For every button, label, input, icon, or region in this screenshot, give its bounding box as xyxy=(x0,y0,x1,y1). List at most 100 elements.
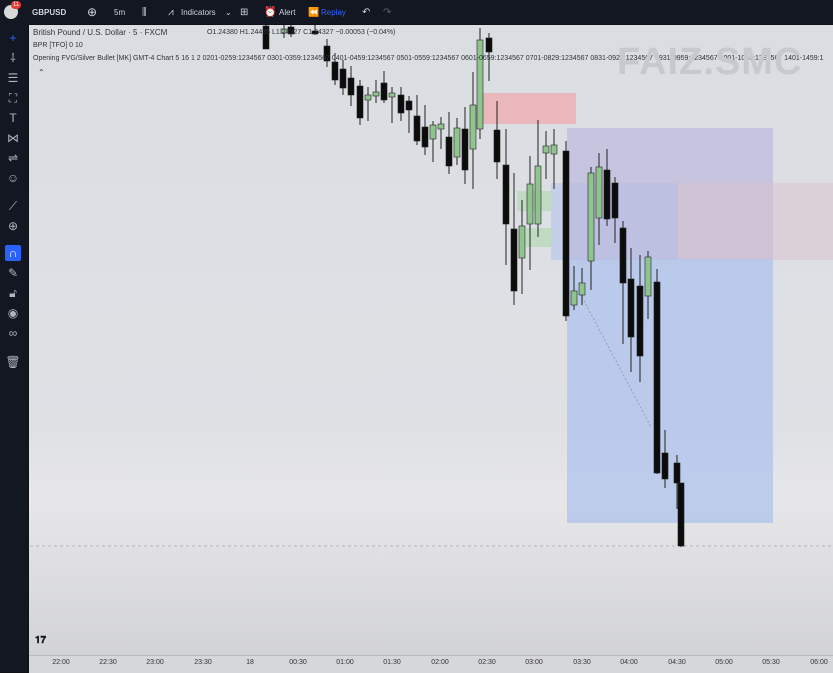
time-tick: 23:00 xyxy=(146,659,164,666)
candle-down xyxy=(510,228,518,292)
time-tick: 05:00 xyxy=(715,659,733,666)
time-tick: 18 xyxy=(246,659,254,666)
lock-drawing-icon[interactable]: ✎ xyxy=(7,266,19,280)
avatar[interactable]: 11 xyxy=(4,0,22,24)
time-tick: 23:30 xyxy=(194,659,212,666)
ohlc-values: O1.24380 H1.24435 L1.24327 C1.24327 −0.0… xyxy=(207,29,396,36)
alert-button[interactable]: Alert xyxy=(279,7,296,17)
candle-up xyxy=(542,145,550,154)
candle-down xyxy=(636,285,644,357)
fvg-zone-lower xyxy=(567,259,773,523)
fib-icon[interactable]: ⛶ xyxy=(8,91,18,105)
trend-projection-line xyxy=(581,296,652,428)
demand-zone-2 xyxy=(526,228,552,247)
time-tick: 01:30 xyxy=(383,659,401,666)
forecast-icon[interactable]: ⇌ xyxy=(7,151,19,165)
magnet-icon[interactable]: ∩ xyxy=(5,245,21,261)
replay-button[interactable]: Replay xyxy=(321,7,346,17)
candle-up xyxy=(587,172,595,262)
redo-icon[interactable]: ↷ xyxy=(383,6,392,18)
symbol-search[interactable]: GBPUSD xyxy=(32,7,67,17)
text-icon[interactable]: T xyxy=(9,111,17,125)
time-tick: 22:00 xyxy=(52,659,70,666)
lock-icon[interactable]: 🔓︎ xyxy=(9,286,17,300)
chart-pane[interactable]: British Pound / U.S. Dollar · 5 · FXCM O… xyxy=(29,25,833,655)
candle-down xyxy=(619,227,627,284)
candle-down xyxy=(397,94,405,114)
candle-up xyxy=(429,124,437,140)
price-chart[interactable] xyxy=(29,25,833,655)
candle-up xyxy=(595,166,603,219)
demand-zone-1 xyxy=(517,191,552,211)
candle-up xyxy=(469,104,477,150)
indicator-fvg: Opening FVG/Silver Bullet [MK] GMT-4 Cha… xyxy=(33,55,824,62)
layout-grid-icon[interactable]: ⊞ xyxy=(240,6,249,18)
sparkle-icon[interactable]: ⸸ xyxy=(10,51,16,65)
candle-up xyxy=(644,256,652,297)
indicators-icon: ⩘ xyxy=(168,6,174,18)
candle-up xyxy=(570,290,578,306)
time-tick: 03:00 xyxy=(525,659,543,666)
indicators-button[interactable]: Indicators xyxy=(181,7,216,17)
candle-down xyxy=(380,82,388,101)
time-tick: 00:30 xyxy=(289,659,307,666)
candle-up xyxy=(534,165,542,225)
time-tick: 03:30 xyxy=(573,659,591,666)
emoji-icon[interactable]: ☺ xyxy=(6,171,20,185)
tradingview-logo: 𝟏𝟕 xyxy=(35,635,47,646)
candle-down xyxy=(323,45,331,62)
candle-down xyxy=(502,164,510,225)
compare-plus-icon[interactable]: ⊕ xyxy=(87,5,98,19)
candle-down xyxy=(493,129,501,163)
candle-down xyxy=(287,26,295,35)
candle-down xyxy=(461,128,469,171)
candle-down xyxy=(485,37,493,53)
time-tick: 05:30 xyxy=(762,659,780,666)
undo-icon[interactable]: ↶ xyxy=(362,6,371,18)
candle-down xyxy=(311,30,319,35)
bar-style-icon[interactable]: ⫼ xyxy=(142,6,147,18)
interval-select[interactable]: 5m xyxy=(114,7,126,17)
collapse-chevron-icon[interactable]: ⌃ xyxy=(38,68,45,77)
candle-down xyxy=(405,100,413,111)
crosshair-icon[interactable]: + xyxy=(9,31,17,45)
candle-up xyxy=(476,39,484,130)
time-tick: 06:00 xyxy=(810,659,828,666)
time-tick: 04:00 xyxy=(620,659,638,666)
notification-badge: 11 xyxy=(11,1,22,9)
candle-down xyxy=(611,182,619,219)
candle-down xyxy=(677,482,685,547)
time-tick: 02:00 xyxy=(431,659,449,666)
candle-up xyxy=(518,225,526,259)
alarm-icon: ⏰ xyxy=(264,6,277,18)
candle-down xyxy=(331,61,339,81)
candle-up xyxy=(578,282,586,296)
candle-down xyxy=(661,452,669,480)
candle-down xyxy=(413,115,421,142)
trendline-icon[interactable]: ☰ xyxy=(7,71,19,85)
candle-up xyxy=(453,127,461,158)
replay-icon: ⏪ xyxy=(308,6,320,17)
trash-icon[interactable]: 🗑︎ xyxy=(5,355,21,369)
time-tick: 22:30 xyxy=(99,659,117,666)
pattern-icon[interactable]: ⋈ xyxy=(7,131,19,145)
zoom-icon[interactable]: ⊕ xyxy=(7,219,19,233)
time-tick: 04:30 xyxy=(668,659,686,666)
candle-down xyxy=(627,278,635,338)
candle-down xyxy=(562,150,570,317)
candle-up xyxy=(388,92,396,98)
candle-up xyxy=(280,28,288,34)
candle-down xyxy=(653,281,661,474)
chevron-down-icon[interactable]: ⌄ xyxy=(225,7,232,17)
avatar-image: 11 xyxy=(4,1,22,19)
candle-down xyxy=(445,136,453,167)
watermark: FAIZ.SMC xyxy=(617,41,803,83)
link-icon[interactable]: ∞ xyxy=(8,326,18,340)
candle-up xyxy=(526,183,534,225)
time-axis[interactable]: 22:00 22:30 23:00 23:30 18 00:30 01:00 01:30 02:… xyxy=(29,655,833,673)
eye-icon[interactable]: ◉ xyxy=(7,306,19,320)
ruler-icon[interactable]: ⟋ xyxy=(8,199,18,213)
candle-up xyxy=(372,91,380,97)
candle-down xyxy=(421,126,429,148)
candle-down xyxy=(673,462,681,484)
